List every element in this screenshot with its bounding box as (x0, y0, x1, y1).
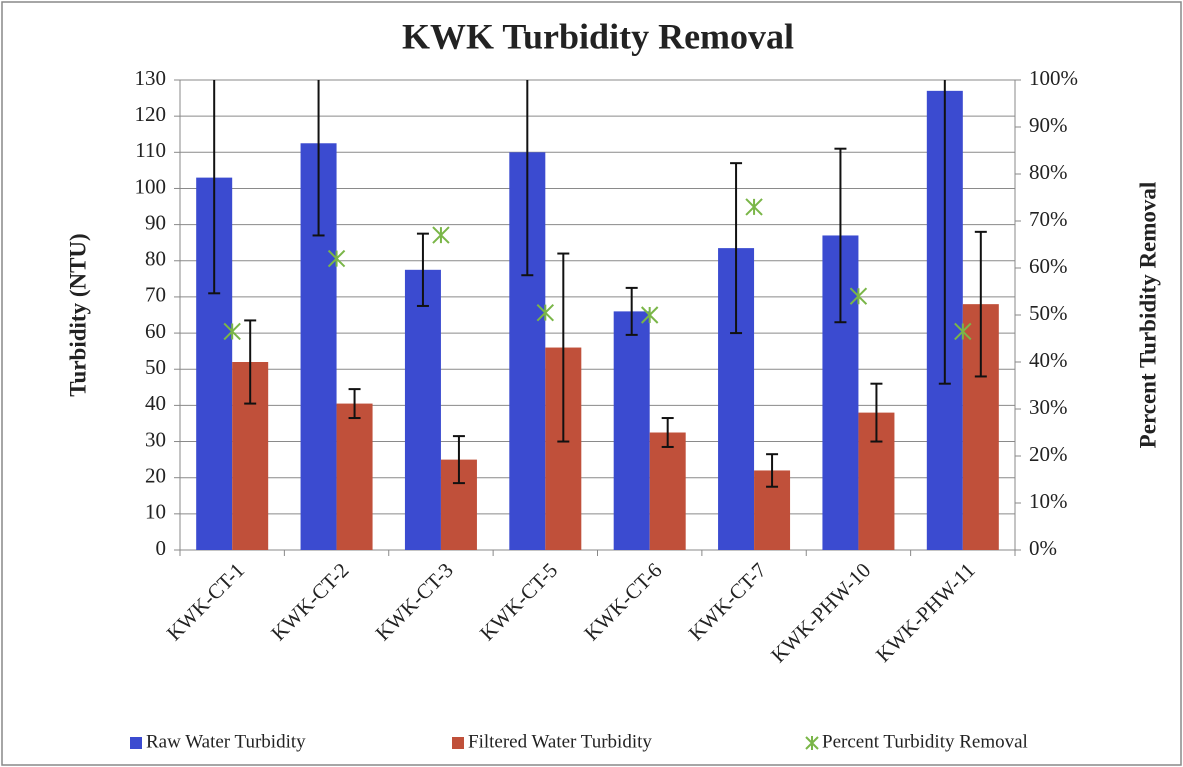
error-bar (974, 230, 987, 378)
error-bar (766, 453, 779, 488)
y2-tick-label: 0% (1029, 536, 1057, 560)
y2-tick-label: 100% (1029, 66, 1078, 90)
y-tick-label: 20 (145, 464, 166, 488)
y-tick-label: 10 (145, 500, 166, 524)
y-tick-label: 30 (145, 427, 166, 451)
marker (745, 198, 763, 216)
y-tick-label: 120 (135, 102, 167, 126)
y-tick-label: 70 (145, 283, 166, 307)
y-tick-label: 0 (156, 536, 167, 560)
chart-title: KWK Turbidity Removal (402, 16, 794, 56)
y-tick-label: 90 (145, 210, 166, 234)
bar (404, 269, 441, 550)
y2-tick-label: 30% (1029, 395, 1068, 419)
y2-tick-label: 70% (1029, 207, 1068, 231)
marker (640, 306, 659, 324)
bar (336, 403, 373, 550)
y2-tick-label: 60% (1029, 254, 1068, 278)
y2-tick-label: 50% (1029, 301, 1068, 325)
y2-axis-title: Percent Turbidity Removal (1135, 182, 1160, 449)
error-bar (661, 417, 674, 448)
error-bar (452, 435, 465, 485)
bar (613, 311, 650, 550)
y-tick-label: 40 (145, 391, 166, 415)
marker (536, 303, 555, 322)
error-bar (870, 382, 883, 443)
error-bar (938, 80, 951, 385)
legend-swatch (805, 736, 819, 750)
y-tick-label: 100 (135, 174, 167, 198)
error-bar (521, 80, 534, 277)
legend-label: Filtered Water Turbidity (468, 731, 652, 752)
y-tick-label: 80 (145, 247, 166, 271)
error-bar (208, 80, 221, 295)
marker (223, 322, 241, 341)
y-axis-title: Turbidity (NTU) (65, 233, 90, 396)
y2-tick-label: 10% (1029, 489, 1068, 513)
bar (649, 432, 686, 550)
error-bar (312, 80, 325, 237)
y2-tick-label: 90% (1029, 113, 1068, 137)
legend-swatch (452, 737, 464, 749)
marker (954, 322, 972, 341)
legend-swatch (130, 737, 142, 749)
y2-tick-label: 80% (1029, 160, 1068, 184)
y-tick-label: 60 (145, 319, 166, 343)
legend-label: Raw Water Turbidity (146, 731, 306, 752)
marker (327, 249, 346, 268)
error-bar (557, 252, 570, 443)
y-tick-label: 110 (135, 138, 166, 162)
error-bar (834, 147, 847, 324)
marker (432, 226, 450, 244)
marker (849, 287, 868, 305)
y2-tick-label: 40% (1029, 348, 1068, 372)
error-bar (625, 286, 638, 336)
error-bar (244, 319, 257, 405)
y-tick-label: 50 (145, 355, 166, 379)
y2-tick-label: 20% (1029, 442, 1068, 466)
legend-label: Percent Turbidity Removal (822, 731, 1028, 752)
y-tick-label: 130 (135, 66, 167, 90)
error-bar (730, 162, 743, 335)
error-bar (416, 232, 429, 307)
error-bar (348, 388, 361, 420)
